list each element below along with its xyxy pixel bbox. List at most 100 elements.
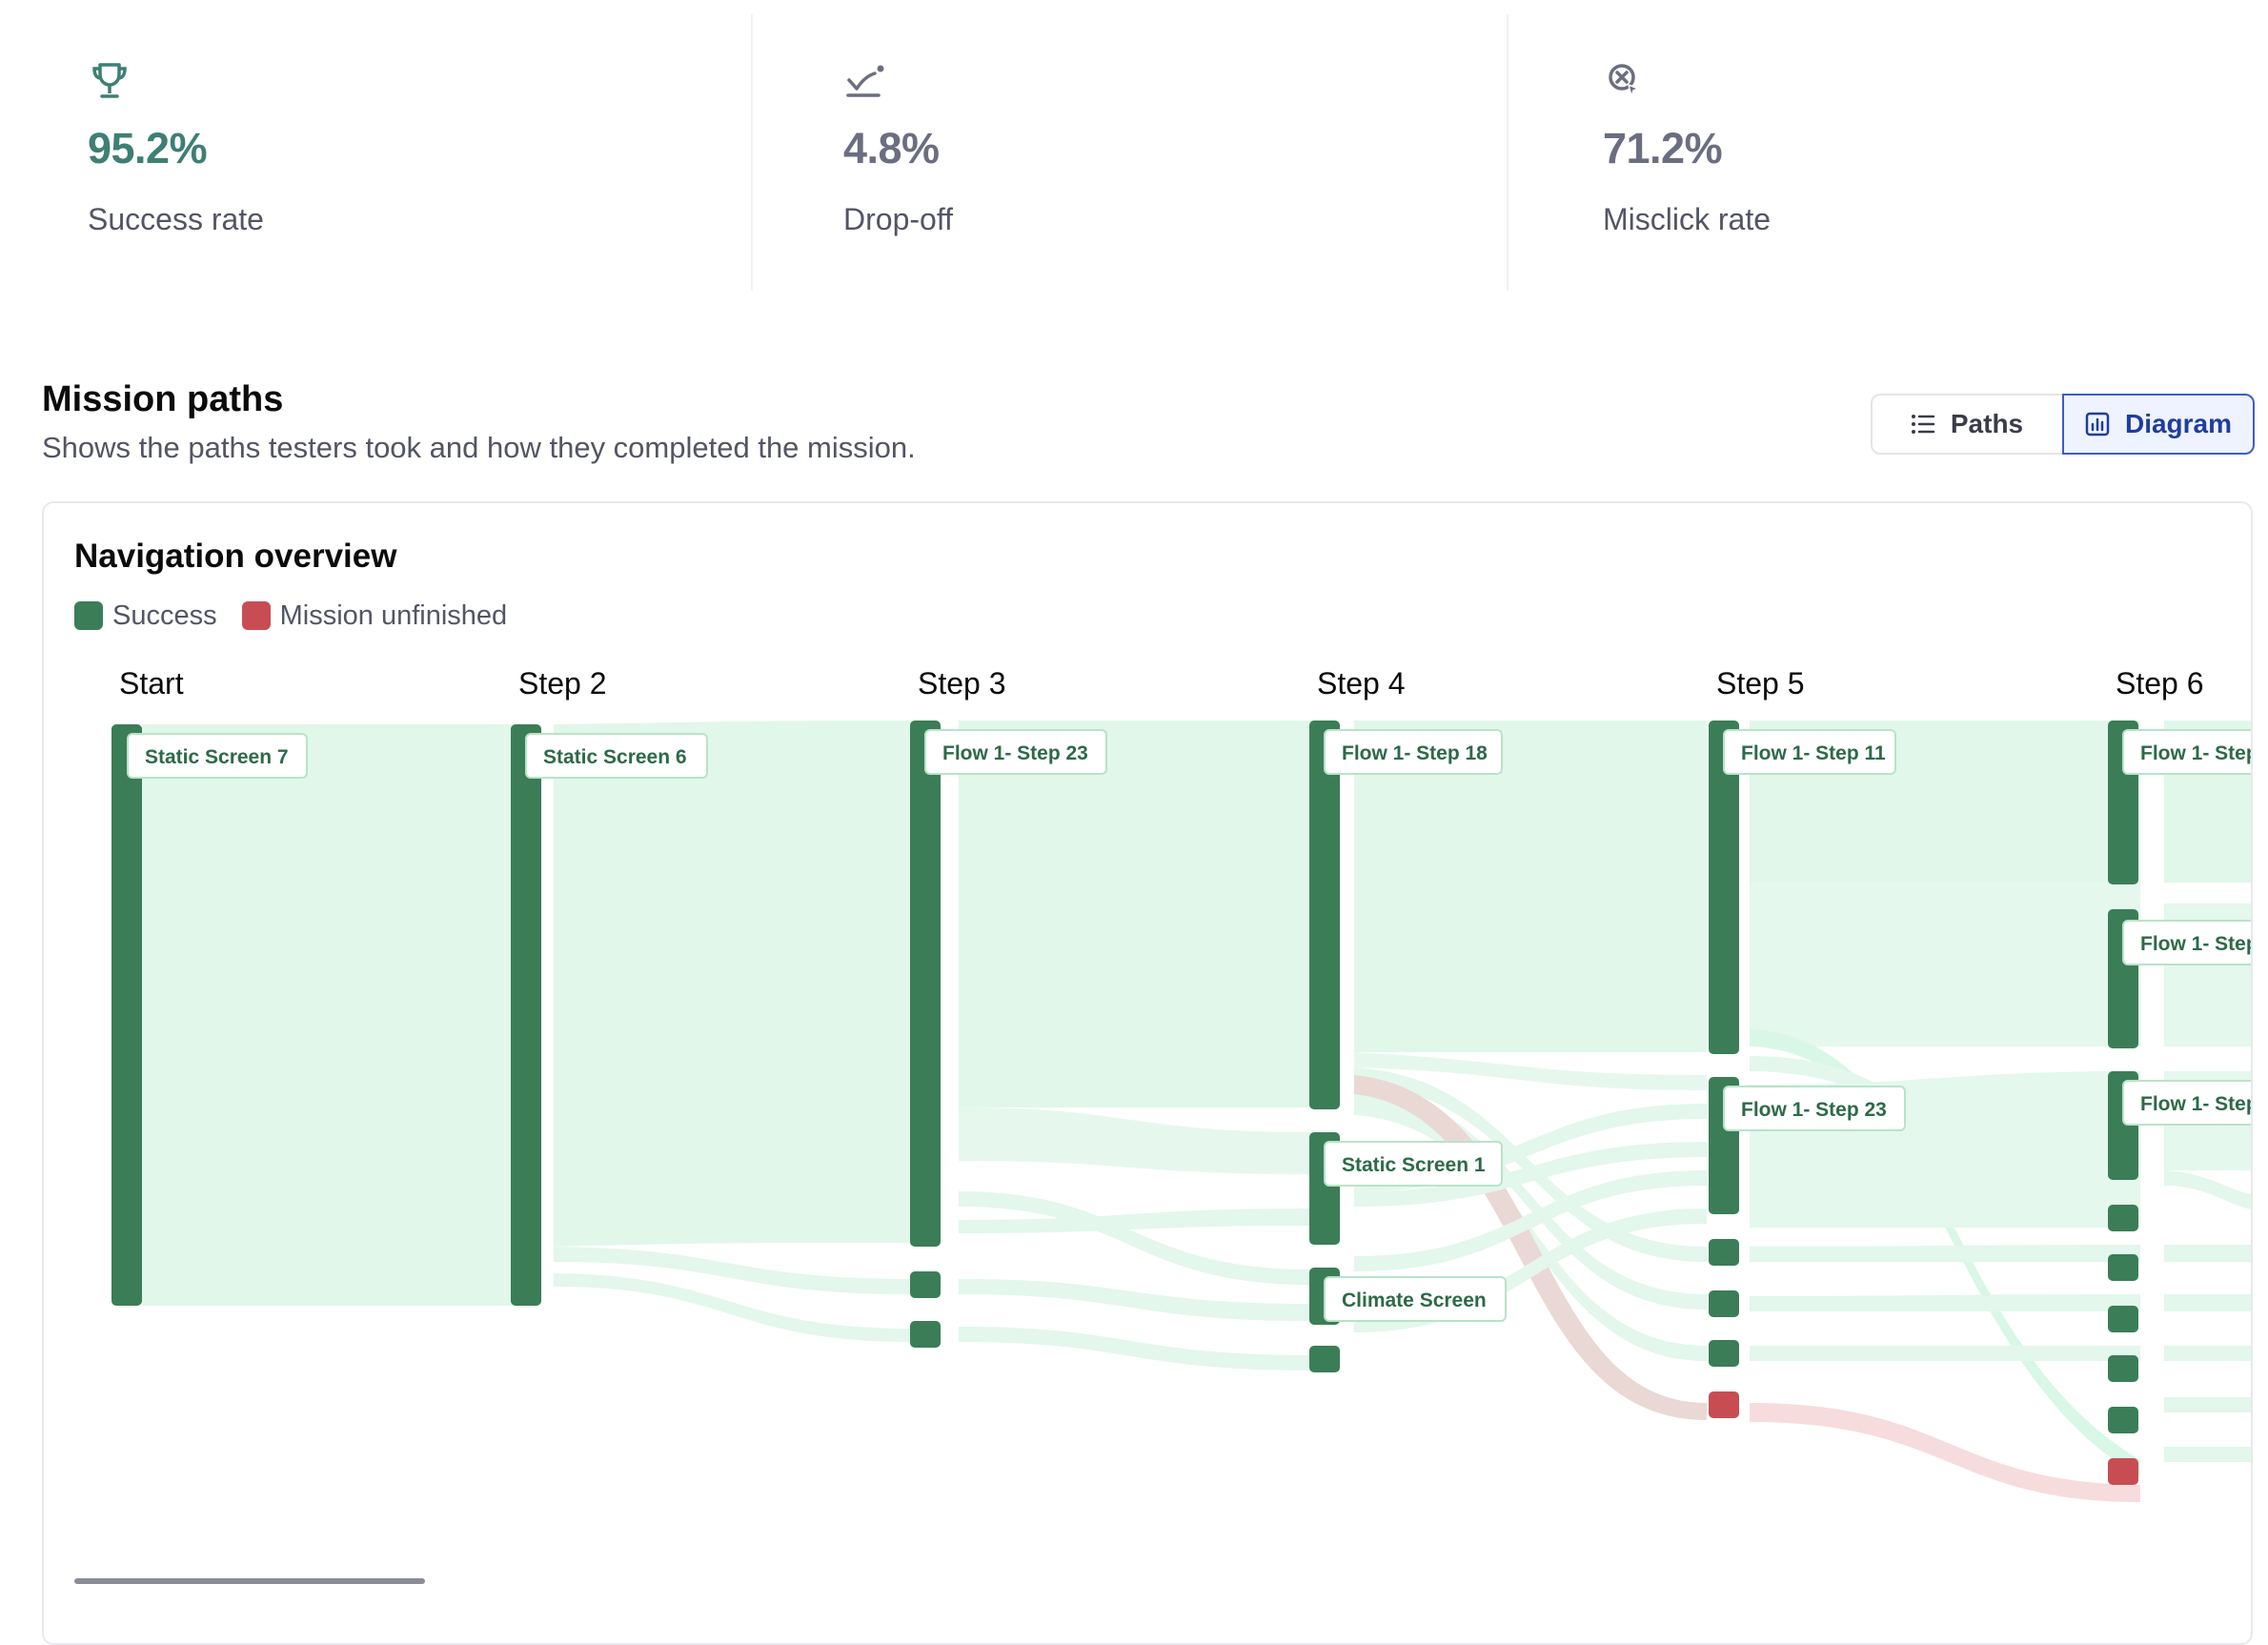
flow-band[interactable]	[2164, 1447, 2253, 1462]
diagram-node[interactable]	[2108, 1306, 2138, 1332]
node-tag: Flow 1- Step 1	[2122, 1080, 2253, 1126]
diagram-node[interactable]	[2108, 1407, 2138, 1433]
section-subtitle: Shows the paths testers took and how the…	[42, 431, 916, 464]
legend-label: Mission unfinished	[279, 599, 508, 631]
step-label: Step 2	[518, 666, 607, 701]
trophy-icon	[92, 63, 127, 98]
diagram-node[interactable]	[1709, 1340, 1739, 1367]
flow-band[interactable]	[554, 721, 911, 1247]
node-tag: Static Screen 1	[1324, 1141, 1503, 1187]
navigation-diagram: Start Step 2 Step 3 Step 4 Step 5 Step 6	[74, 666, 2253, 1584]
diagram-node[interactable]	[2108, 1205, 2138, 1231]
flow-band[interactable]	[1354, 1142, 1707, 1207]
legend-swatch-unfinished	[241, 601, 271, 630]
flow-band[interactable]	[2164, 1346, 2253, 1361]
view-toggle: Paths Diagram	[1871, 394, 2255, 455]
step-label: Step 5	[1716, 666, 1805, 701]
flow-band[interactable]	[1750, 1245, 2140, 1262]
paths-view-label: Paths	[1950, 409, 2024, 438]
node-tag: Static Screen 6	[525, 733, 708, 779]
section-title: Mission paths	[42, 379, 284, 419]
flow-band[interactable]	[2164, 1397, 2253, 1412]
flow-band[interactable]	[2164, 1170, 2253, 1210]
step-label: Step 4	[1317, 666, 1406, 701]
navigation-overview-card: Navigation overview Success Mission unfi…	[42, 501, 2253, 1645]
flow-band[interactable]	[142, 724, 530, 1306]
list-icon	[1911, 415, 1935, 434]
flow-band[interactable]	[1354, 1208, 1707, 1332]
step-label: Step 3	[918, 666, 1006, 701]
node-tag-label: Flow 1- Step 18	[1342, 742, 1488, 764]
diagram-node[interactable]	[1309, 1346, 1340, 1372]
node-labels: Static Screen 7 Static Screen 6 Flow 1- …	[127, 729, 2253, 1322]
step-label: Step 6	[2116, 666, 2204, 701]
flow-band[interactable]	[959, 1191, 1311, 1285]
flow-band-unfinished[interactable]	[1750, 1403, 2140, 1502]
diagram-node[interactable]	[1709, 721, 1739, 1054]
node-tag-label: Static Screen 1	[1342, 1154, 1486, 1176]
metric-divider	[1507, 14, 1509, 291]
metric-label: Misclick rate	[1603, 202, 1772, 236]
horizontal-scrollbar[interactable]	[74, 1578, 425, 1584]
flows	[142, 721, 2253, 1502]
metrics-row: 95.2% Success rate 4.8% Drop-off 71.2% M…	[0, 0, 2268, 291]
flow-band[interactable]	[959, 1279, 1311, 1321]
flow-band-unfinished[interactable]	[1354, 1075, 1707, 1420]
diagram-node-unfinished[interactable]	[2108, 1458, 2138, 1485]
flow-band[interactable]	[554, 1273, 911, 1342]
diagram-node[interactable]	[2108, 1355, 2138, 1382]
flow-band[interactable]	[1354, 721, 1707, 1052]
flow-band[interactable]	[1750, 1346, 2140, 1361]
diagram-node[interactable]	[910, 721, 941, 1247]
flow-band[interactable]	[1750, 890, 2140, 1046]
diagram-node[interactable]	[2108, 1254, 2138, 1281]
flow-band[interactable]	[1354, 1170, 1707, 1271]
diagram-view-button[interactable]: Diagram	[2062, 394, 2255, 455]
node-tag: Static Screen 7	[127, 733, 308, 779]
diagram-node[interactable]	[910, 1321, 941, 1348]
node-tag-label: Flow 1- Step 1	[2140, 933, 2253, 955]
diagram-node[interactable]	[1309, 721, 1340, 1109]
node-tag: Flow 1- Step 18	[1324, 729, 1503, 775]
node-tag-label: Flow 1- Step 23	[942, 742, 1088, 764]
node-tag-label: Static Screen 7	[145, 746, 289, 768]
misclick-icon	[1609, 64, 1639, 97]
metric-label: Drop-off	[843, 202, 954, 236]
diagram-node[interactable]	[111, 724, 142, 1306]
flow-band[interactable]	[959, 721, 1311, 1107]
flow-band[interactable]	[1750, 1170, 2140, 1228]
node-tag: Flow 1- Step 23	[924, 729, 1107, 775]
flow-band[interactable]	[1354, 1100, 1707, 1361]
bar-chart-icon	[2085, 412, 2110, 437]
metric-drop-off: 4.8% Drop-off	[758, 0, 1509, 291]
flow-band[interactable]	[959, 1327, 1311, 1371]
metric-value: 4.8%	[843, 124, 940, 173]
flow-band[interactable]	[2164, 1294, 2253, 1311]
flow-band[interactable]	[959, 1208, 1311, 1233]
diagram-node[interactable]	[910, 1271, 941, 1298]
metric-value: 95.2%	[88, 124, 208, 173]
flow-band[interactable]	[959, 1107, 1311, 1174]
legend: Success Mission unfinished	[74, 599, 532, 633]
node-tag-label: Flow 1- Step 1	[2140, 1093, 2253, 1115]
node-tag-label: Flow 1- Step 11	[1741, 742, 1886, 764]
drop-off-icon	[846, 65, 884, 97]
diagram-node[interactable]	[1709, 1239, 1739, 1266]
flow-band[interactable]	[554, 1247, 911, 1294]
diagram-node[interactable]	[511, 724, 541, 1306]
flow-band[interactable]	[1354, 1087, 1707, 1310]
node-tag: Flow 1- Step 1	[2122, 729, 2253, 775]
flow-band[interactable]	[1354, 1067, 1707, 1262]
legend-item-success: Success	[74, 600, 217, 632]
diagram-node-unfinished[interactable]	[1709, 1391, 1739, 1418]
node-tag: Flow 1- Step 1	[2122, 920, 2253, 965]
node-tag-label: Flow 1- Step 1	[2140, 742, 2253, 764]
flow-band[interactable]	[1354, 1052, 1707, 1090]
node-tag-label: Flow 1- Step 23	[1741, 1099, 1887, 1121]
diagram-node[interactable]	[1709, 1290, 1739, 1317]
flow-band[interactable]	[2164, 1245, 2253, 1262]
flow-band[interactable]	[1750, 1294, 2140, 1311]
paths-view-button[interactable]: Paths	[1871, 394, 2063, 455]
legend-item-unfinished: Mission unfinished	[241, 599, 508, 632]
nodes	[111, 721, 2138, 1485]
